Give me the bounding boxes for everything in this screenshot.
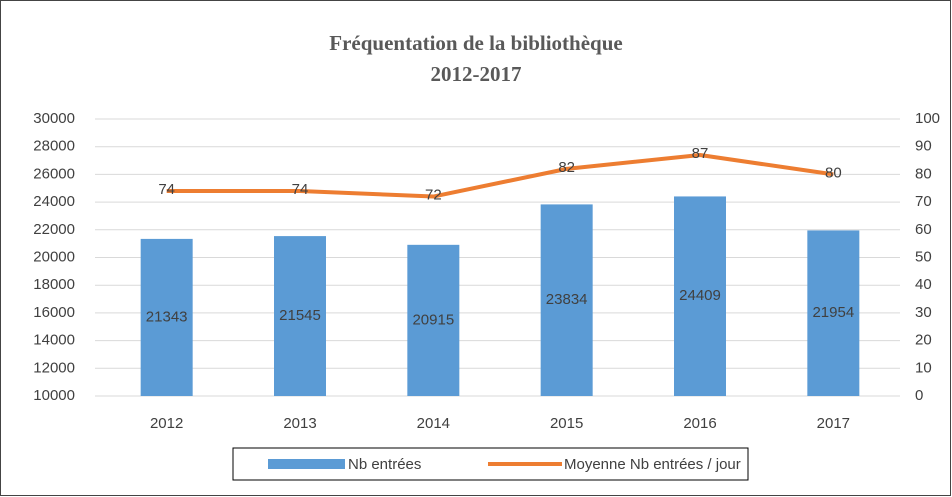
y-tick-label: 22000: [33, 221, 75, 238]
y2-tick-label: 100: [915, 110, 940, 127]
bar-value-label: 24409: [679, 287, 721, 304]
bar-value-label: 21954: [812, 304, 854, 321]
y-tick-label: 20000: [33, 248, 75, 265]
x-tick-label: 2016: [683, 415, 716, 432]
y2-tick-label: 20: [915, 332, 932, 349]
line-value-label: 74: [292, 181, 309, 198]
bar-value-label: 20915: [412, 311, 454, 328]
bar-value-label: 23834: [546, 291, 588, 308]
y-tick-label: 14000: [33, 332, 75, 349]
y2-tick-label: 10: [915, 359, 932, 376]
bar: [674, 196, 726, 396]
y2-tick-label: 80: [915, 165, 932, 182]
y2-tick-label: 90: [915, 138, 932, 155]
line: [166, 153, 834, 199]
y-tick-label: 24000: [33, 193, 75, 210]
chart-title: Fréquentation de la bibliothèque: [329, 31, 622, 55]
bar-value-label: 21545: [279, 307, 321, 324]
y2-tick-label: 50: [915, 248, 932, 265]
legend-swatch: [268, 459, 345, 469]
bar-value-label: 21343: [146, 308, 188, 325]
line-value-label: 74: [158, 181, 175, 198]
y-tick-label: 12000: [33, 359, 75, 376]
x-tick-label: 2012: [150, 415, 183, 432]
y-tick-label: 10000: [33, 387, 75, 404]
bar: [140, 238, 193, 396]
x-tick-label: 2013: [283, 415, 316, 432]
bar: [540, 204, 593, 396]
y-tick-label: 28000: [33, 138, 75, 155]
bar: [274, 236, 326, 396]
x-tick-label: 2014: [417, 415, 450, 432]
line-value-label: 72: [425, 187, 442, 204]
legend-label: Nb entrées: [348, 456, 421, 473]
line-value-label: 82: [558, 159, 575, 176]
chart-subtitle: 2012-2017: [431, 62, 522, 86]
y2-tick-label: 0: [915, 387, 923, 404]
legend-label: Moyenne Nb entrées / jour: [564, 456, 741, 473]
y2-tick-label: 60: [915, 221, 932, 238]
y2-tick-label: 30: [915, 304, 932, 321]
x-tick-label: 2017: [817, 415, 850, 432]
y-tick-label: 16000: [33, 304, 75, 321]
y-tick-label: 18000: [33, 276, 75, 293]
bar: [807, 230, 860, 396]
line-value-label: 87: [692, 145, 709, 162]
y2-tick-label: 70: [915, 193, 932, 210]
legend-box: [232, 447, 749, 481]
y-tick-label: 26000: [33, 165, 75, 182]
line-value-label: 80: [825, 164, 842, 181]
bar: [407, 244, 460, 396]
x-tick-label: 2015: [550, 415, 583, 432]
y2-tick-label: 40: [915, 276, 932, 293]
y-tick-label: 30000: [33, 110, 75, 127]
